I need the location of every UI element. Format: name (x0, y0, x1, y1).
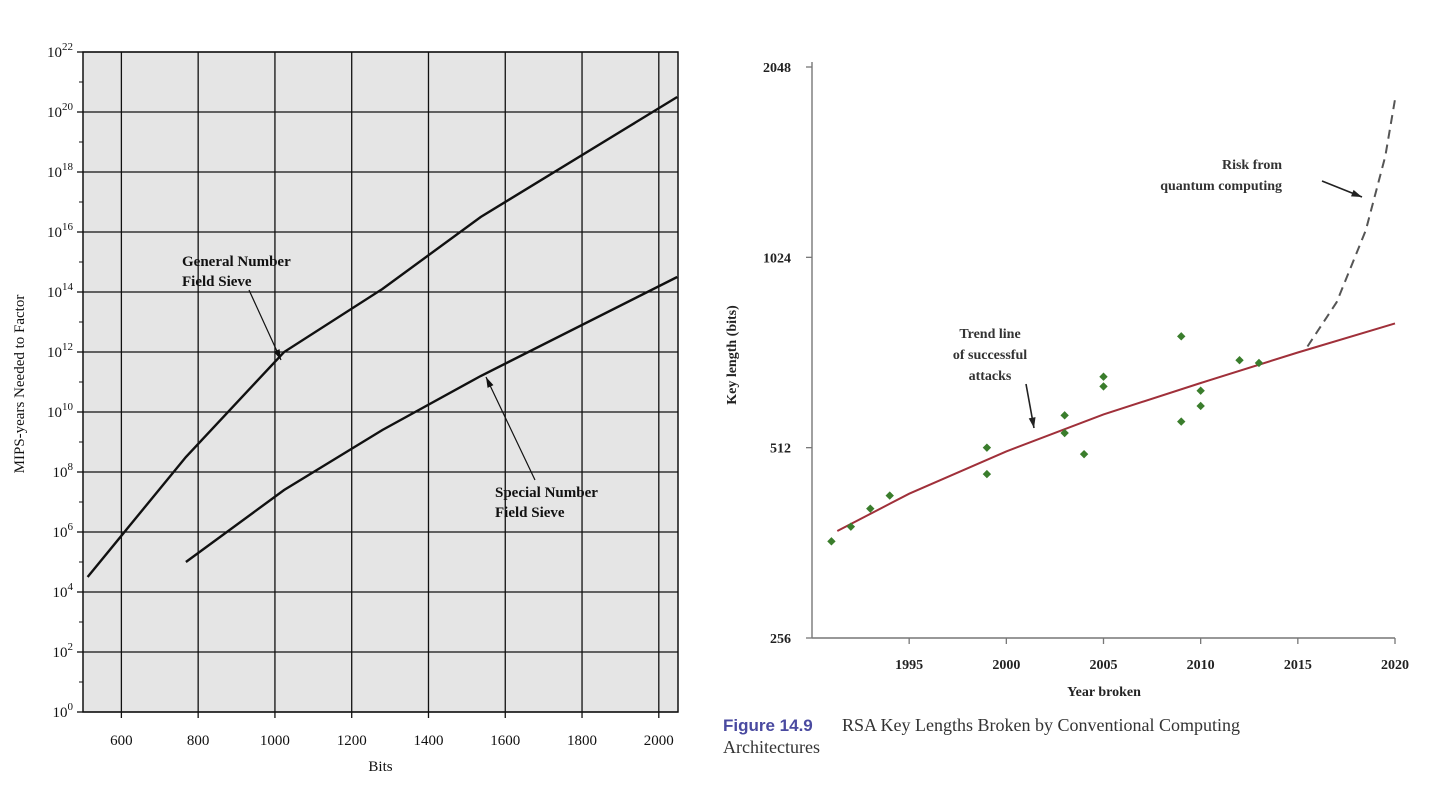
left-x-tick-label: 1800 (567, 733, 597, 749)
left-grid (83, 51, 678, 713)
caption-label: Figure 14.9 (723, 716, 813, 735)
attack-point (1177, 332, 1186, 341)
gnfs-annotation-line: Field Sieve (182, 274, 252, 290)
left-series (86, 95, 678, 578)
snfs-annotation-line: Special Number (495, 485, 598, 501)
caption-line-1: RSA Key Lengths Broken by Conventional C… (842, 715, 1240, 735)
attack-point (1235, 356, 1244, 365)
left-y-tick-label: 1022 (47, 41, 73, 61)
gnfs-arrow-head (273, 349, 281, 360)
left-x-tick-label: 1000 (260, 733, 290, 749)
right-x-tick-label: 2010 (1187, 658, 1215, 673)
right-y-tick-label: 1024 (763, 251, 791, 266)
right-x-tick-label: 2005 (1090, 658, 1118, 673)
snfs-line (185, 275, 678, 563)
left-annotations: General Number Field Sieve Special Number F… (182, 254, 598, 521)
caption-line-2: Architectures (723, 737, 820, 757)
rsa-chart: 1995 2000 2005 2010 2015 2020 25651210242048 … (725, 61, 1409, 700)
right-x-axis-label: Year broken (1067, 685, 1141, 700)
right-x-ticks: 1995 2000 2005 2010 2015 2020 (895, 638, 1409, 673)
attack-points (827, 332, 1264, 546)
snfs-arrow (485, 376, 536, 481)
right-y-ticks: 256 512 1024 2048 (763, 61, 812, 647)
left-y-axis-label: MIPS-years Needed to Factor (12, 295, 28, 474)
attack-point (1079, 449, 1089, 459)
attack-point (1060, 411, 1069, 420)
attack-point (827, 537, 836, 546)
attack-point (866, 504, 875, 513)
attack-point (1099, 372, 1108, 381)
attack-point (1196, 386, 1205, 395)
right-x-tick-label: 1995 (895, 658, 923, 673)
attack-point (982, 443, 992, 452)
attack-point (885, 491, 894, 500)
risk-annotation-line: quantum computing (1160, 179, 1282, 194)
snfs-annotation-line: Field Sieve (495, 505, 565, 521)
attack-point (1196, 401, 1205, 411)
left-y-tick-label: 108 (53, 461, 74, 481)
left-y-tick-label: 1020 (47, 101, 74, 121)
right-y-tick-label: 256 (770, 632, 791, 647)
left-x-tick-label: 800 (187, 733, 210, 749)
trend-arrow-head (1028, 417, 1036, 428)
risk-annotation-line: Risk from (1222, 158, 1282, 173)
left-plot-area (82, 51, 679, 713)
left-minor-ticks (79, 81, 83, 683)
left-x-ticks: 600 800 1000 1200 1400 1600 1800 2000 (110, 712, 674, 749)
left-x-tick-label: 600 (110, 733, 133, 749)
left-y-tick-label: 1010 (47, 401, 74, 421)
attack-point (1254, 358, 1264, 368)
left-y-tick-label: 1014 (47, 281, 74, 301)
quantum-risk-line (1306, 99, 1396, 348)
left-x-tick-label: 1400 (413, 733, 443, 749)
gnfs-chart: 600 800 1000 1200 1400 1600 1800 2000 100 102 104… (12, 41, 679, 775)
right-x-tick-label: 2000 (992, 658, 1020, 673)
right-y-tick-label: 2048 (763, 61, 791, 76)
left-x-tick-label: 1600 (490, 733, 520, 749)
right-x-tick-label: 2020 (1381, 658, 1409, 673)
gnfs-arrow (248, 289, 282, 361)
right-y-axis-label: Key length (bits) (725, 305, 740, 405)
attack-point (1099, 382, 1108, 391)
trend-annotation-line: of successful (953, 348, 1027, 363)
left-y-tick-label: 104 (53, 581, 74, 601)
attack-point (1060, 428, 1069, 438)
trend-annotation-line: Trend line (959, 327, 1020, 342)
left-y-tick-label: 106 (53, 521, 74, 541)
left-x-tick-label: 1200 (337, 733, 367, 749)
gnfs-line (86, 95, 678, 578)
attack-point (1177, 417, 1186, 426)
right-y-tick-label: 512 (770, 442, 791, 457)
snfs-arrow-head (486, 377, 494, 388)
left-y-tick-label: 1012 (47, 341, 73, 361)
left-y-tick-label: 1016 (47, 221, 74, 241)
left-y-tick-label: 102 (53, 641, 74, 661)
trend-line (836, 322, 1396, 532)
trend-annotation-line: attacks (969, 369, 1012, 384)
right-x-tick-label: 2015 (1284, 658, 1312, 673)
left-x-tick-label: 2000 (644, 733, 674, 749)
risk-arrow-head (1351, 189, 1362, 197)
gnfs-annotation-line: General Number (182, 254, 291, 270)
right-annotations: Trend line of successful attacks Risk from q… (953, 158, 1363, 429)
left-x-axis-label: Bits (368, 759, 392, 775)
figure-caption: Figure 14.9 RSA Key Lengths Broken by Co… (723, 715, 1240, 757)
left-y-tick-label: 100 (53, 701, 74, 721)
attack-point (982, 469, 992, 479)
attack-point (846, 522, 856, 531)
left-y-tick-label: 1018 (47, 161, 74, 181)
left-y-ticks: 100 102 104 106 108 1010 1012 1014 1016 1018 1020 1… (47, 41, 83, 721)
